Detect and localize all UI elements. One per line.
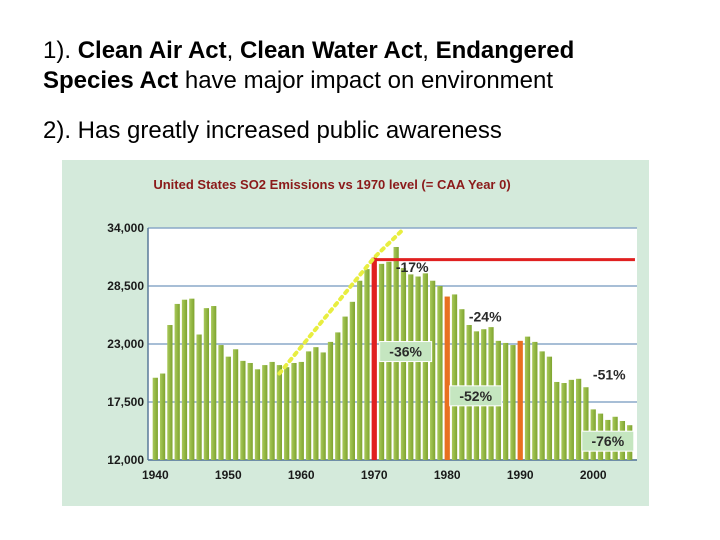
x-tick-label-3: 1970 xyxy=(361,468,388,482)
annotation-box-5 xyxy=(581,430,635,452)
x-tick-label-6: 2000 xyxy=(580,468,607,482)
bar-1967 xyxy=(349,301,355,460)
bar-1958 xyxy=(284,367,290,460)
bar-1995 xyxy=(554,381,560,460)
annotation-label-5: -76% xyxy=(591,433,624,449)
bar-1948 xyxy=(211,306,217,460)
y-tick-label-1: 17,500 xyxy=(107,395,144,409)
bar-1946 xyxy=(196,334,202,460)
bar-1977 xyxy=(422,273,428,460)
bar-1982 xyxy=(459,309,465,460)
bar-1990 xyxy=(517,340,523,460)
bar-1957 xyxy=(276,365,283,460)
x-tick-label-2: 1960 xyxy=(288,468,315,482)
y-tick-label-0: 12,000 xyxy=(107,453,144,467)
line-layer xyxy=(277,227,635,376)
bar-1950 xyxy=(225,356,231,460)
bar-1981 xyxy=(451,294,458,460)
bar-1966 xyxy=(342,316,348,460)
chart-title: United States SO2 Emissions vs 1970 leve… xyxy=(153,177,510,192)
bar-1956 xyxy=(269,361,275,460)
bar-1953 xyxy=(247,362,253,460)
clean-air-act: Clean Air Act xyxy=(77,37,227,64)
bar-1963 xyxy=(320,352,326,460)
bar-1943 xyxy=(174,303,180,460)
annotation-label-0: -17% xyxy=(396,259,429,275)
bullet-one: 1). Clean Air Act, Clean Water Act, Enda… xyxy=(43,36,703,96)
bar-1974 xyxy=(400,268,407,460)
annotation-label-1: -24% xyxy=(469,309,502,325)
bar-1949 xyxy=(218,345,224,460)
annotation-label-2: -36% xyxy=(389,344,422,360)
label-layer: 12,000 17,500 23,000 28,500 34,000 1940 1950 19… xyxy=(107,221,635,482)
bullet-two: 2). Has greatly increased public awarene… xyxy=(43,117,502,144)
bar-1975 xyxy=(408,274,414,460)
bar-1993 xyxy=(539,351,545,460)
bar-1945 xyxy=(189,298,195,460)
bar-1962 xyxy=(313,347,319,460)
annotation-label-4: -51% xyxy=(593,367,626,383)
bar-1988 xyxy=(502,342,509,460)
bar-1951 xyxy=(232,349,239,460)
y-tick-label-2: 23,000 xyxy=(107,337,144,351)
endangered-label: Endangered xyxy=(435,37,575,64)
comma-one: , xyxy=(226,37,234,64)
bar-1976 xyxy=(415,276,421,460)
clean-water-act: Clean Water Act xyxy=(239,37,423,64)
bar-1997 xyxy=(568,379,574,460)
species-act-label: Species Act xyxy=(43,67,179,94)
bar-1964 xyxy=(327,341,334,460)
x-tick-label-5: 1990 xyxy=(507,468,534,482)
bar-1992 xyxy=(532,341,538,460)
bar-1947 xyxy=(203,308,210,460)
bar-1980 xyxy=(444,296,450,460)
bullet-one-number: 1). xyxy=(43,37,72,64)
comma-two: , xyxy=(422,37,429,64)
bar-1994 xyxy=(546,356,553,460)
bar-1979 xyxy=(437,286,443,460)
chart-panel: United States SO2 Emissions vs 1970 leve… xyxy=(62,160,649,506)
bar-1941 xyxy=(159,373,166,460)
annotation-label-3: -52% xyxy=(459,388,492,404)
bar-1955 xyxy=(262,365,268,460)
bar-1952 xyxy=(240,360,246,460)
bar-1998 xyxy=(575,378,582,460)
bar-1954 xyxy=(254,369,261,460)
bar-1940 xyxy=(152,377,158,460)
bar-1959 xyxy=(291,362,297,460)
y-tick-label-4: 34,000 xyxy=(107,221,144,235)
x-tick-label-0: 1940 xyxy=(142,468,169,482)
bar-1961 xyxy=(305,351,312,460)
trend-line-dotted xyxy=(277,227,406,376)
so2-emissions-chart: United States SO2 Emissions vs 1970 leve… xyxy=(107,177,637,482)
x-tick-label-1: 1950 xyxy=(215,468,242,482)
bar-1960 xyxy=(298,361,304,460)
bar-1965 xyxy=(335,332,341,460)
bar-1999 xyxy=(583,387,589,460)
x-tick-label-4: 1980 xyxy=(434,468,461,482)
bar-1969 xyxy=(364,269,370,460)
bar-1989 xyxy=(510,345,516,460)
bar-1944 xyxy=(181,299,188,460)
bar-1970 xyxy=(371,257,377,460)
bar-1942 xyxy=(167,325,173,460)
bar-1978 xyxy=(430,280,436,460)
y-tick-label-3: 28,500 xyxy=(107,279,144,293)
annotation-box-3 xyxy=(449,385,503,407)
annotation-box-2 xyxy=(379,341,433,363)
bar-1968 xyxy=(357,280,363,460)
bar-1996 xyxy=(561,383,567,460)
bar-1991 xyxy=(524,336,531,460)
bullet-one-rest: have major impact on environment xyxy=(184,67,554,94)
